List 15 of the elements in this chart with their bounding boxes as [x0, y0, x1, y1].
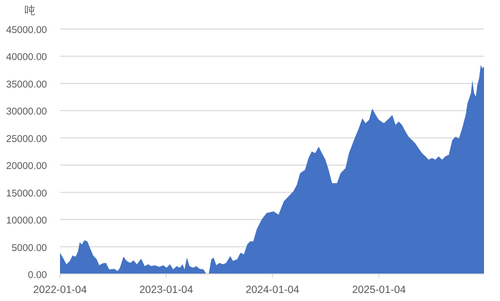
- y-tick-label: 40000.00: [6, 52, 48, 64]
- x-tick-label: 2023-01-04: [139, 284, 194, 296]
- y-tick-label: 35000.00: [6, 79, 48, 90]
- y-tick-label: 10000.00: [6, 216, 48, 227]
- y-axis-title: 吨: [24, 4, 36, 17]
- y-tick-label: 30000.00: [6, 106, 48, 118]
- y-tick-label: 45000.00: [6, 25, 48, 36]
- y-tick-label: 0.00: [28, 270, 48, 281]
- y-tick-label: 15000.00: [6, 188, 48, 200]
- x-tick-label: 2024-01-04: [246, 284, 300, 296]
- y-tick-label: 5000.00: [12, 242, 48, 254]
- x-tick-label: 2022-01-04: [33, 284, 88, 296]
- y-tick-label: 25000.00: [6, 134, 48, 145]
- x-tick-label: 2025-01-04: [352, 284, 406, 296]
- y-tick-label: 20000.00: [6, 161, 48, 172]
